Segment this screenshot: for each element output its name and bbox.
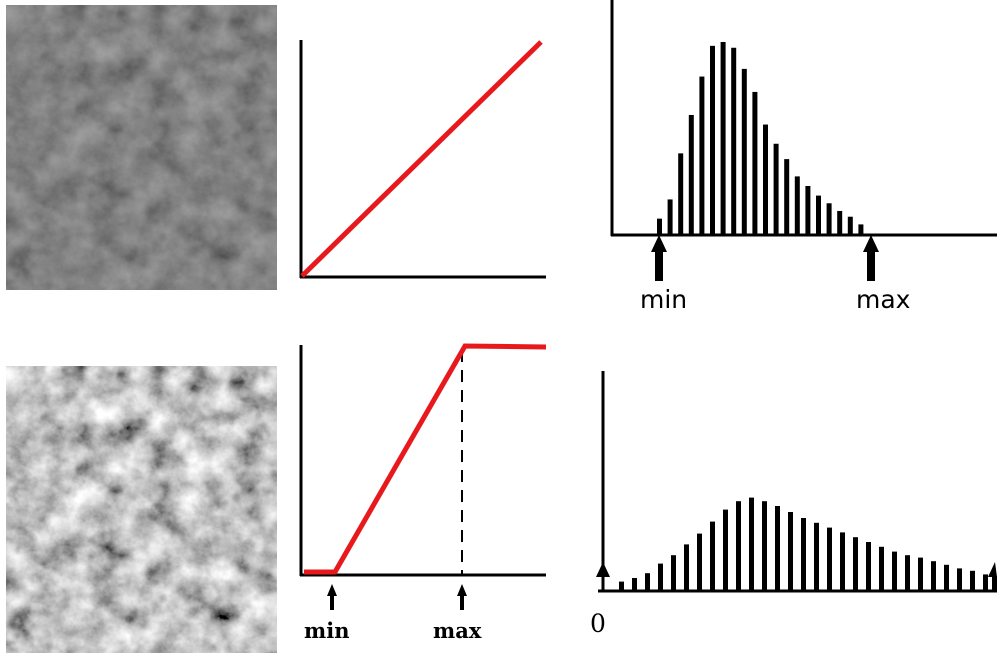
bottom-hist-bar-1 [619,581,624,590]
bottom-hist-bar-7 [697,533,702,590]
bottom-hist-bar-5 [671,555,676,590]
top-hist-bar-1 [657,218,662,234]
end-arrow [988,562,997,591]
bottom-hist-bar-25 [931,561,936,590]
zero-label: 0 [590,609,606,638]
top-hist-bar-12 [773,143,779,234]
top-max-label: max [856,285,910,314]
top-histogram: min max [610,0,997,314]
bottom-hist-bar-22 [892,551,897,590]
zero-arrow [596,562,610,577]
top-hist-bar-3 [678,153,684,234]
bottom-hist-bar-19 [853,537,858,590]
stretched-image [6,366,277,653]
top-hist-bar-14 [794,176,800,234]
top-hist-bar-20 [858,224,864,234]
bottom-hist-bar-17 [827,527,832,590]
top-hist-bar-13 [784,159,790,234]
bottom-hist-bar-15 [801,518,806,590]
bottom-hist-bar-9 [723,509,728,590]
bottom-hist-bar-2 [632,578,637,590]
top-hist-bar-4 [688,114,694,234]
bottom-hist-bar-11 [749,497,754,590]
top-mapping-plot [299,40,546,279]
bottom-hist-bar-18 [840,532,845,590]
max-arrow-small [457,584,467,610]
bottom-hist-bar-21 [879,546,884,590]
bottom-mapping-plot: min max [299,343,547,643]
top-hist-bar-10 [752,91,758,234]
bottom-hist-bar-16 [814,522,819,590]
bottom-max-label: max [433,618,482,643]
bottom-hist-bar-24 [918,557,923,590]
top-hist-bar-19 [847,216,853,234]
bottom-hist-bar-14 [788,512,793,590]
bottom-hist-bar-23 [905,555,910,590]
bottom-hist-bar-27 [957,568,962,590]
original-image [6,5,277,290]
bottom-hist-bar-12 [762,501,767,590]
bottom-hist-bar-28 [970,570,975,590]
bottom-hist-bar-8 [710,521,715,590]
top-hist-bar-5 [699,76,705,234]
identity-mapping-line [300,40,543,278]
top-hist-bar-8 [731,47,737,235]
top-hist-bar-11 [763,124,768,234]
top-hist-bar-7 [720,42,726,234]
top-hist-bar-15 [805,186,811,234]
top-hist-bar-2 [667,199,673,234]
top-hist-bar-18 [837,210,843,234]
bottom-hist-bar-6 [684,544,689,590]
top-min-label: min [640,285,687,314]
bottom-hist-bar-29 [983,574,988,590]
min-arrow [651,235,667,281]
bottom-histogram: 0 [590,371,997,638]
top-hist-bar-9 [741,68,747,234]
bottom-hist-bar-10 [736,501,741,590]
bottom-hist-bar-13 [775,506,780,590]
bottom-hist-bar-4 [658,563,663,590]
min-arrow-small [327,584,337,610]
stretch-mapping-line [304,343,547,575]
top-hist-bar-6 [710,45,715,235]
bottom-min-label: min [304,618,349,643]
top-hist-bar-16 [816,195,821,234]
top-hist-bar-17 [826,203,832,234]
bottom-hist-bar-26 [944,564,949,590]
bottom-hist-bar-20 [866,542,871,590]
bottom-hist-bar-3 [645,573,650,590]
max-arrow [863,235,879,281]
